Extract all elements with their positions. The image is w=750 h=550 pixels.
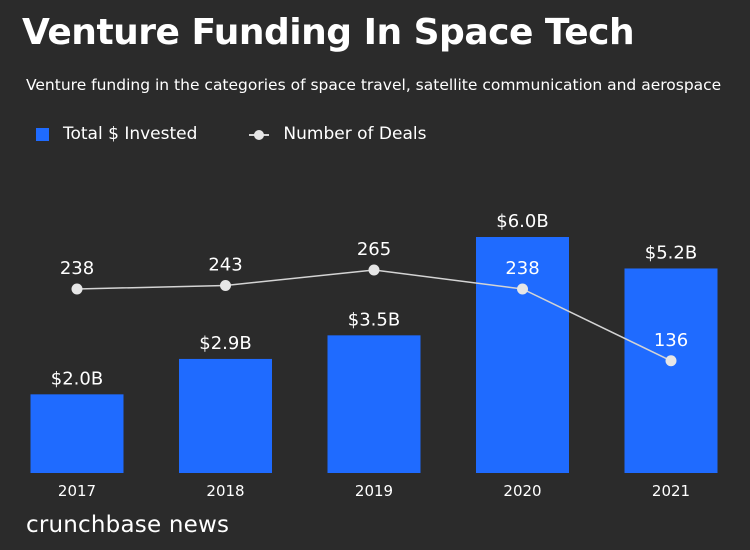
deals-label-2018: 243 [208,254,242,275]
chart-title: Venture Funding In Space Tech [22,12,635,53]
deals-label-2020: 238 [505,258,539,279]
bar-2019 [327,335,421,473]
bar-label-2018: $2.9B [199,333,251,354]
bar-label-2017: $2.0B [51,368,103,389]
bar-label-2020: $6.0B [496,211,548,232]
bar-2021 [624,268,718,473]
x-tick-label-2019: 2019 [355,482,393,500]
chart-subtitle: Venture funding in the categories of spa… [26,76,722,94]
legend-item-total-invested: Total $ Invested [36,124,197,144]
crunchbase-news-logo: crunchbase news [26,512,230,538]
x-tick-label-2017: 2017 [58,482,96,500]
deals-label-2021: 136 [654,330,688,351]
legend-label-number-of-deals: Number of Deals [283,124,427,144]
legend-item-number-of-deals: Number of Deals [249,124,426,144]
deals-point-2019 [368,264,380,276]
x-tick-label-2021: 2021 [652,482,690,500]
legend: Total $ Invested Number of Deals [36,124,478,144]
deals-point-2020 [517,283,528,295]
deals-point-2021 [665,355,677,367]
bar-2017 [30,394,124,473]
bar-2020 [476,237,569,473]
x-tick-label-2020: 2020 [503,482,541,500]
x-tick-label-2018: 2018 [206,482,244,500]
bar-label-2019: $3.5B [348,309,400,330]
bar-2018 [179,358,272,473]
legend-swatch-line [249,128,270,141]
legend-swatch-bar [36,127,49,141]
deals-point-2018 [220,279,231,291]
deals-point-2017 [71,283,83,295]
legend-label-total-invested: Total $ Invested [63,124,198,144]
deals-label-2017: 238 [60,258,94,279]
deals-label-2019: 265 [357,239,391,260]
bar-label-2021: $5.2B [645,242,697,263]
